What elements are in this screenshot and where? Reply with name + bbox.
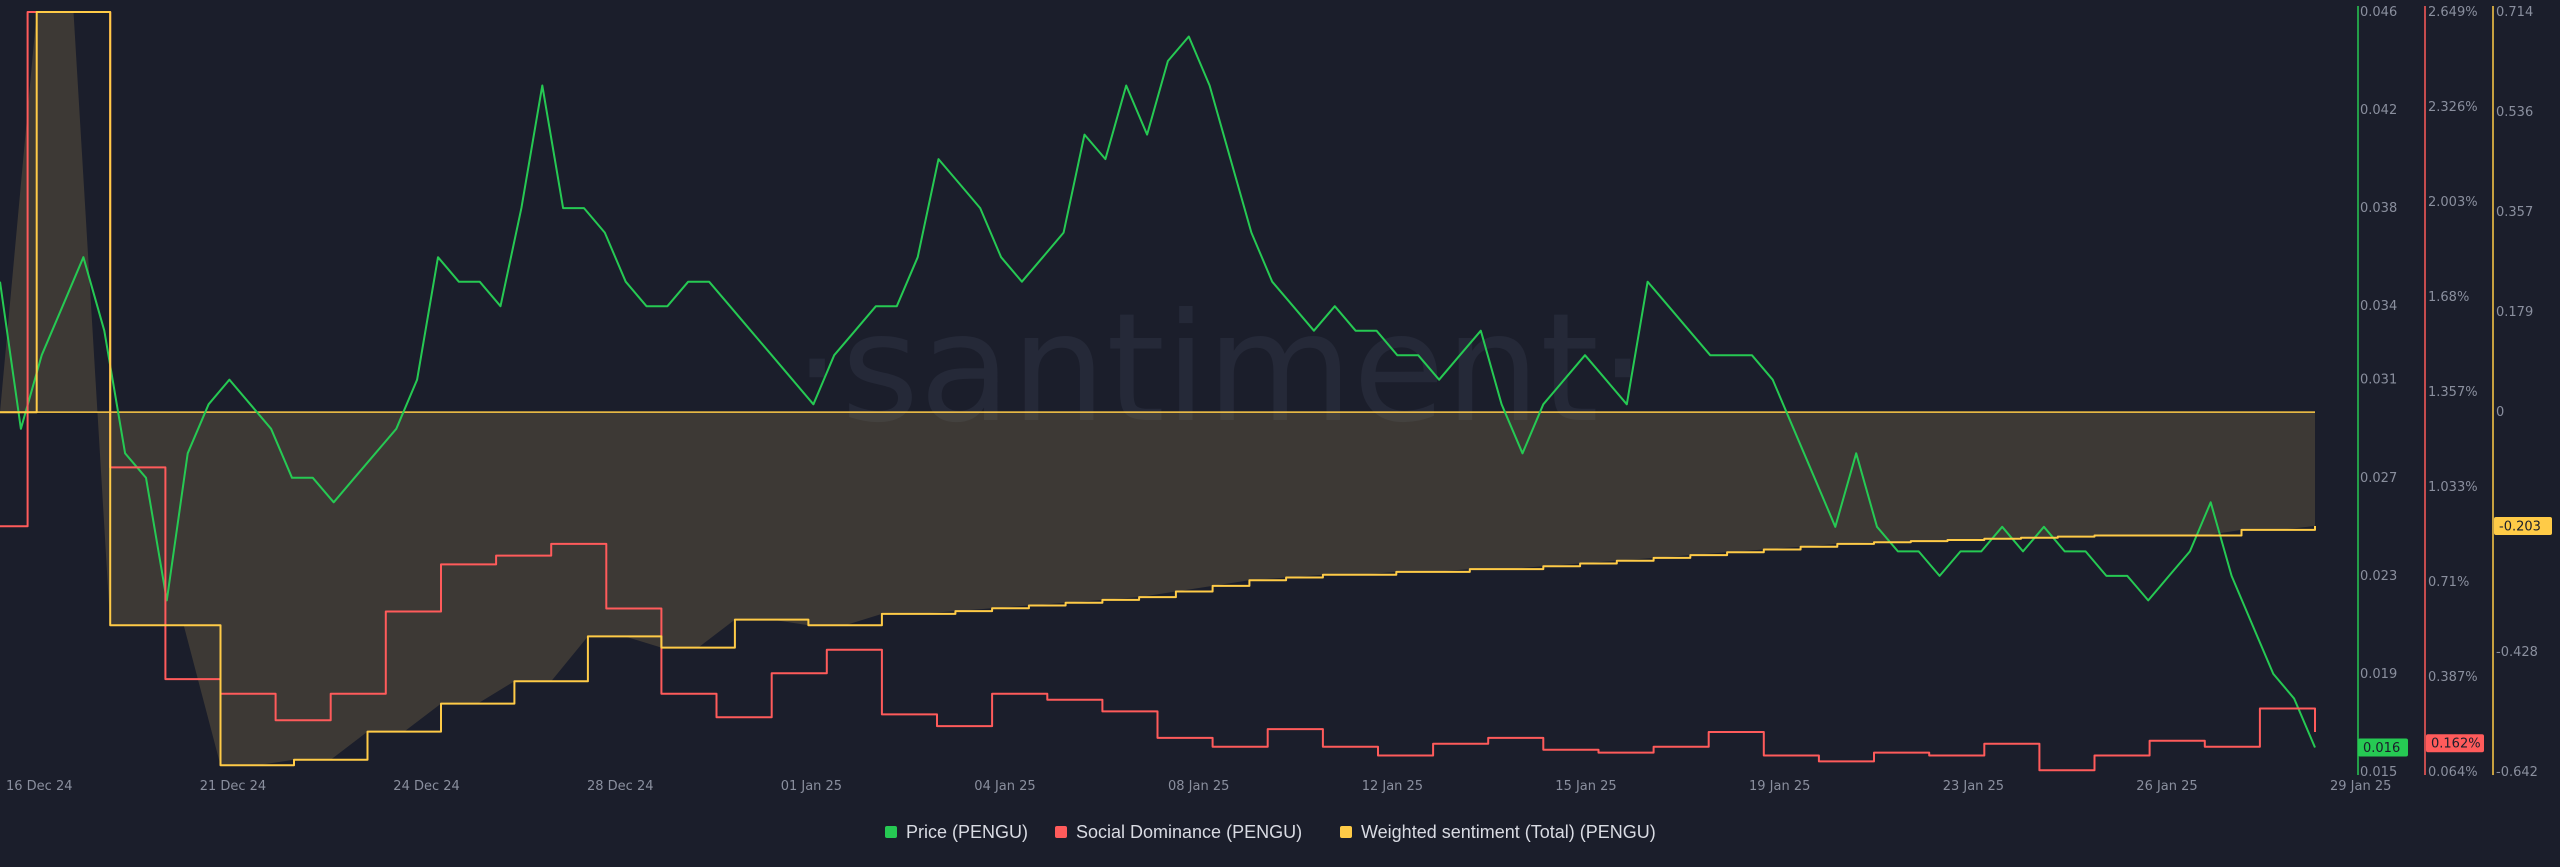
price-tick-label: 0.042 (2360, 103, 2397, 118)
social_dominance-tick-label: 1.033% (2428, 480, 2478, 495)
sentiment-current-value: -0.203 (2499, 520, 2541, 535)
price-tick-label: 0.046 (2360, 5, 2397, 20)
legend-label-1[interactable]: Social Dominance (PENGU) (1076, 822, 1302, 842)
x-tick-label: 21 Dec 24 (200, 779, 267, 794)
series-line-2[interactable] (0, 11, 2316, 767)
social_dominance-current-value: 0.162% (2431, 737, 2481, 752)
x-tick-label: 24 Dec 24 (393, 779, 460, 794)
sentiment-tick-label: 0.536 (2496, 105, 2533, 120)
social_dominance-tick-label: 0.387% (2428, 670, 2478, 685)
legend: Price (PENGU) Social Dominance (PENGU) Wei… (885, 822, 1656, 842)
legend-label-2[interactable]: Weighted sentiment (Total) (PENGU) (1361, 822, 1656, 842)
x-tick-label: 28 Dec 24 (587, 779, 654, 794)
price-tick-label: 0.027 (2360, 471, 2397, 486)
sentiment-tick-label: 0.357 (2496, 205, 2533, 220)
x-tick-label: 12 Jan 25 (1362, 779, 1423, 794)
x-tick-label: 15 Jan 25 (1555, 779, 1616, 794)
social_dominance-tick-label: 0.71% (2428, 575, 2469, 590)
series-line-1[interactable] (0, 11, 2316, 772)
legend-swatch-2 (1340, 826, 1352, 838)
social_dominance-tick-label: 0.064% (2428, 765, 2478, 780)
x-tick-label: 23 Jan 25 (1943, 779, 2004, 794)
social_dominance-current-badge (2426, 734, 2484, 753)
legend-swatch-0 (885, 826, 897, 838)
legend-swatch-1 (1055, 826, 1067, 838)
x-tick-label: 04 Jan 25 (974, 779, 1035, 794)
sentiment-tick-label: 0.714 (2496, 5, 2533, 20)
price-tick-label: 0.019 (2360, 667, 2397, 682)
plot-area[interactable] (0, 11, 2316, 772)
sentiment-current-badge (2494, 517, 2552, 535)
social_dominance-tick-label: 2.003% (2428, 195, 2478, 210)
price-tick-label: 0.023 (2360, 569, 2397, 584)
social_dominance-tick-label: 1.68% (2428, 290, 2469, 305)
sentiment-tick-label: 0.179 (2496, 305, 2533, 320)
price-tick-label: 0.038 (2360, 201, 2397, 216)
x-tick-label: 29 Jan 25 (2330, 779, 2391, 794)
series-line-0[interactable] (0, 35, 2316, 748)
social_dominance-tick-label: 1.357% (2428, 385, 2478, 400)
price-current-value: 0.016 (2363, 741, 2400, 756)
x-tick-label: 08 Jan 25 (1168, 779, 1229, 794)
price-tick-label: 0.031 (2360, 373, 2397, 388)
social_dominance-tick-label: 2.326% (2428, 100, 2478, 115)
axes: 0.046 0.042 0.038 0.034 0.031 0.027 0.023 0.019… (6, 5, 2552, 794)
x-tick-label: 01 Jan 25 (781, 779, 842, 794)
x-tick-label: 19 Jan 25 (1749, 779, 1810, 794)
watermark: ·santiment· (793, 282, 1646, 456)
sentiment-tick-label: -0.642 (2496, 765, 2538, 780)
x-tick-label: 26 Jan 25 (2136, 779, 2197, 794)
legend-label-0[interactable]: Price (PENGU) (906, 822, 1028, 842)
price-tick-label: 0.034 (2360, 299, 2397, 314)
sentiment-area (0, 12, 2315, 766)
sentiment-tick-label: 0 (2496, 405, 2504, 420)
sentiment-tick-label: -0.428 (2496, 645, 2538, 660)
price-tick-label: 0.015 (2360, 765, 2397, 780)
social_dominance-tick-label: 2.649% (2428, 5, 2478, 20)
x-tick-label: 16 Dec 24 (6, 779, 73, 794)
price-current-badge (2358, 738, 2408, 757)
